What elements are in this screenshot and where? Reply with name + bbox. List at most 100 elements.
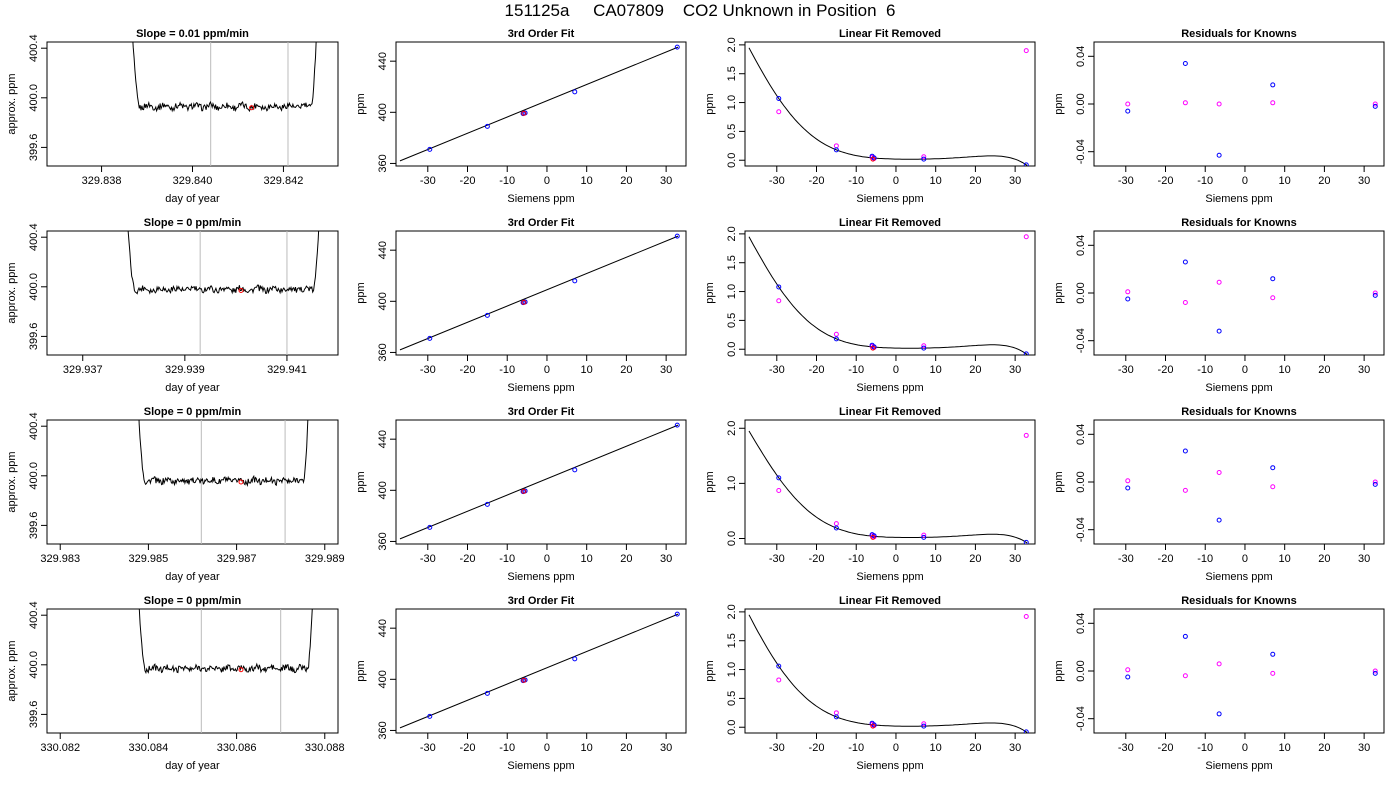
y-tick-label: 400.0 — [28, 462, 40, 490]
y-tick-label: 400 — [377, 103, 389, 121]
plot-area — [748, 613, 1029, 733]
x-tick-label: 0 — [1242, 175, 1248, 187]
fit-point — [1270, 484, 1276, 490]
known-standard-point — [833, 336, 839, 342]
plot-area — [748, 47, 1029, 166]
panel-1-1: Slope = 0.01 ppm/min 329.838 329.840 329.84… — [6, 28, 339, 205]
panel-1-4: Residuals for Knowns -30 -20 -10 0 10 20 30 -0.0… — [1053, 28, 1385, 205]
x-tick-label: 20 — [1318, 553, 1330, 565]
fit-point — [1125, 667, 1131, 673]
x-tick-label: -10 — [1197, 175, 1213, 187]
panel-3-4: Residuals for Knowns -30 -20 -10 0 10 20 30 -0.0… — [1053, 406, 1385, 583]
known-standard-point — [1023, 729, 1029, 733]
known-standard-point — [674, 422, 680, 428]
panel-title: Residuals for Knowns — [1181, 406, 1297, 418]
y-tick-label: 0.04 — [1075, 613, 1087, 634]
plot-area — [748, 430, 1029, 544]
x-tick-label: -30 — [769, 742, 785, 754]
y-tick-label: 360 — [377, 532, 389, 550]
panel-4-3: Linear Fit Removed -30 -20 -10 0 10 20 30 0.0 0.5… — [704, 595, 1036, 772]
known-standard-point — [1182, 633, 1188, 639]
x-tick-label: -10 — [499, 553, 515, 565]
fit-point — [833, 521, 839, 527]
plot-frame — [1093, 230, 1385, 356]
plot-frame — [46, 230, 339, 356]
y-tick-label: 440 — [377, 430, 389, 448]
x-axis-label: Siemens ppm — [856, 571, 923, 583]
known-standard-point — [833, 147, 839, 153]
y-tick-label: 400.0 — [28, 651, 40, 679]
y-tick-label: 0.0 — [726, 531, 738, 546]
y-tick-label: 1.0 — [726, 662, 738, 677]
y-axis-label: ppm — [355, 660, 367, 681]
x-tick-label: -30 — [1118, 175, 1134, 187]
known-standard-point — [572, 278, 578, 284]
plot-frame — [46, 608, 339, 734]
y-tick-label: 0.0 — [726, 153, 738, 168]
y-tick-label: 400.4 — [28, 601, 40, 629]
plot-area — [399, 233, 680, 351]
x-tick-label: 10 — [1279, 175, 1291, 187]
panel-1-3: Linear Fit Removed -30 -20 -10 0 10 20 30 0.0 0.5… — [704, 28, 1036, 205]
known-standard-point — [1125, 108, 1131, 114]
known-standard-point — [1216, 517, 1222, 523]
known-standard-point — [871, 155, 877, 161]
y-tick-label: 400.4 — [28, 412, 40, 440]
x-tick-label: 329.985 — [129, 553, 169, 565]
x-tick-label: -10 — [848, 742, 864, 754]
x-tick-label: 329.842 — [264, 175, 304, 187]
plot-frame — [46, 41, 339, 167]
y-axis-label: approx. ppm — [6, 451, 18, 512]
known-standard-point — [484, 690, 490, 696]
panel-title: Linear Fit Removed — [839, 217, 941, 229]
x-axis-label: Siemens ppm — [856, 193, 923, 205]
fit-point — [776, 109, 782, 115]
x-tick-label: 30 — [1358, 553, 1370, 565]
y-tick-label: -0.04 — [1075, 139, 1087, 164]
plot-area — [1125, 633, 1378, 717]
known-standard-point — [776, 284, 782, 290]
x-tick-label: 0 — [544, 175, 550, 187]
y-tick-label: -0.04 — [1075, 706, 1087, 731]
x-tick-label: 20 — [1318, 364, 1330, 376]
panel-title: Slope = 0 ppm/min — [144, 595, 242, 607]
unknown-sample-point — [238, 479, 244, 485]
x-tick-label: -20 — [460, 364, 476, 376]
x-tick-label: 30 — [660, 553, 672, 565]
x-tick-label: 20 — [620, 742, 632, 754]
x-tick-label: 0 — [893, 742, 899, 754]
y-tick-label: -0.04 — [1075, 517, 1087, 542]
fit-line — [399, 235, 679, 351]
x-axis-label: Siemens ppm — [1205, 760, 1272, 772]
y-tick-label: 399.6 — [28, 701, 40, 729]
x-tick-label: 20 — [1318, 742, 1330, 754]
x-tick-label: 0 — [893, 553, 899, 565]
known-standard-point — [1270, 465, 1276, 471]
fit-point — [1372, 101, 1378, 107]
unknown-sample-point — [870, 723, 876, 729]
cubic-fit-curve — [748, 430, 1028, 544]
x-tick-label: 30 — [660, 175, 672, 187]
x-tick-label: 330.086 — [217, 742, 257, 754]
x-tick-label: 0 — [1242, 553, 1248, 565]
panel-title: Linear Fit Removed — [839, 28, 941, 40]
plot-frame — [744, 419, 1036, 545]
y-tick-label: 0.00 — [1075, 93, 1087, 114]
unknown-sample-point — [870, 345, 876, 351]
x-tick-label: 30 — [660, 742, 672, 754]
y-axis-label: ppm — [704, 471, 716, 492]
fit-point — [1216, 661, 1222, 667]
y-tick-label: 0.0 — [726, 342, 738, 357]
x-tick-label: 30 — [1009, 364, 1021, 376]
y-tick-label: -0.04 — [1075, 328, 1087, 353]
panel-title: Slope = 0.01 ppm/min — [136, 28, 249, 40]
fit-point — [1270, 295, 1276, 301]
x-tick-label: 10 — [581, 175, 593, 187]
x-tick-label: -30 — [1118, 364, 1134, 376]
y-tick-label: 440 — [377, 241, 389, 259]
concentration-trace — [138, 420, 309, 487]
y-tick-label: 400.4 — [28, 34, 40, 62]
x-tick-label: 329.840 — [173, 175, 213, 187]
panel-2-3: Linear Fit Removed -30 -20 -10 0 10 20 30 0.0 0.5… — [704, 217, 1036, 394]
x-tick-label: -20 — [809, 364, 825, 376]
